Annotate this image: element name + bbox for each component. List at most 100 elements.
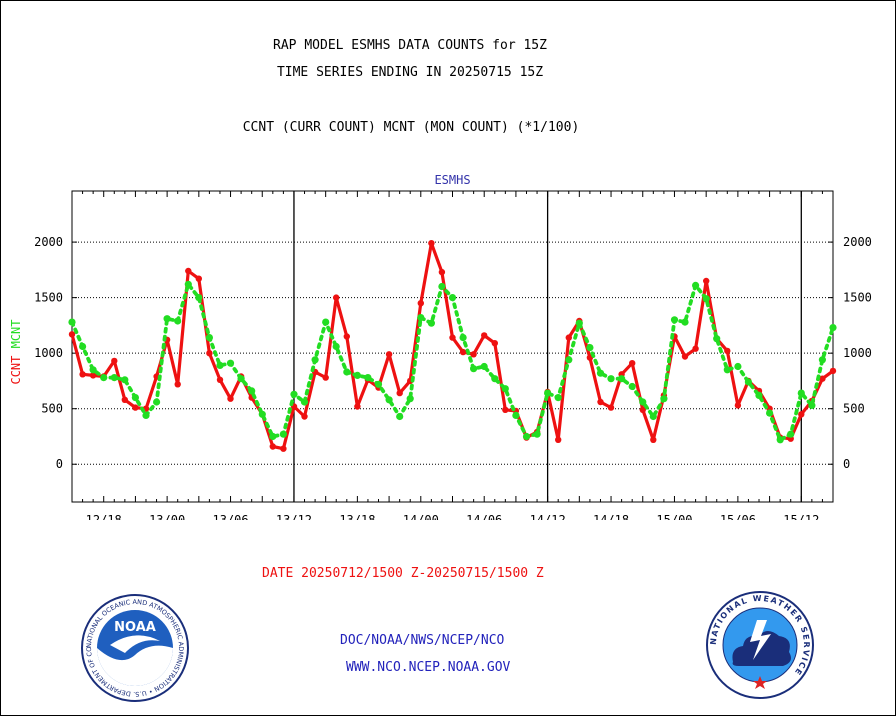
data-point-mcnt: [427, 319, 435, 327]
x-tick-label: 14/18: [593, 513, 629, 520]
data-point-ccnt: [449, 334, 456, 341]
series-line-ccnt: [70, 241, 835, 451]
plot-frame: [71, 190, 834, 503]
panel-title: ESMHS: [434, 173, 470, 187]
data-point-ccnt: [333, 294, 340, 301]
data-point-mcnt: [639, 398, 647, 406]
data-point-mcnt: [205, 334, 213, 342]
data-point-ccnt: [597, 398, 604, 406]
data-point-mcnt: [808, 401, 816, 409]
data-point-ccnt: [227, 395, 234, 402]
data-point-mcnt: [470, 365, 478, 373]
data-point-ccnt: [829, 367, 837, 375]
data-point-ccnt: [681, 353, 689, 360]
data-point-mcnt: [184, 280, 192, 288]
data-point-mcnt: [226, 359, 235, 367]
data-point-ccnt: [639, 406, 646, 413]
data-point-ccnt: [491, 340, 498, 347]
data-point-mcnt: [649, 412, 657, 421]
y-axis-label-space: [9, 348, 23, 355]
data-point-mcnt: [374, 380, 383, 388]
data-point-ccnt: [322, 374, 329, 381]
data-point-ccnt: [703, 277, 710, 285]
data-point-mcnt: [332, 342, 340, 351]
x-tick-label: 15/12: [783, 513, 819, 520]
y-tick-label-right: 1000: [843, 346, 872, 360]
y-axis-label: CCNT MCNT: [9, 319, 23, 384]
data-point-mcnt: [618, 375, 626, 383]
data-point-ccnt: [724, 347, 731, 355]
data-point-mcnt: [660, 395, 668, 403]
data-point-mcnt: [459, 334, 467, 342]
data-point-mcnt: [237, 375, 245, 383]
data-point-mcnt: [448, 294, 457, 302]
data-point-mcnt: [734, 362, 742, 371]
data-point-mcnt: [565, 356, 573, 364]
data-point-mcnt: [681, 318, 689, 326]
data-point-mcnt: [522, 432, 531, 441]
data-point-ccnt: [607, 404, 615, 411]
data-point-mcnt: [586, 344, 594, 352]
doc-path-link[interactable]: DOC/NOAA/NWS/NCEP/NCO: [340, 633, 505, 648]
data-point-mcnt: [121, 376, 129, 384]
data-point-mcnt: [110, 374, 118, 382]
y-tick-label-right: 0: [843, 457, 850, 471]
data-point-mcnt: [163, 315, 171, 323]
data-point-ccnt: [502, 406, 509, 413]
data-point-ccnt: [89, 372, 97, 379]
noaa-logo-text: NOAA: [114, 620, 156, 635]
data-point-ccnt: [385, 351, 393, 358]
data-point-ccnt: [459, 348, 467, 356]
data-point-mcnt: [174, 317, 182, 325]
data-point-ccnt: [819, 375, 826, 382]
data-point-ccnt: [734, 402, 742, 409]
data-point-mcnt: [279, 430, 287, 438]
data-point-ccnt: [216, 376, 224, 383]
data-point-ccnt: [68, 331, 76, 338]
data-point-ccnt: [555, 436, 562, 443]
data-point-mcnt: [628, 382, 636, 391]
data-point-mcnt: [153, 398, 161, 406]
data-point-mcnt: [79, 342, 87, 351]
data-point-mcnt: [554, 394, 562, 402]
data-point-mcnt: [596, 369, 605, 377]
data-point-mcnt: [406, 395, 414, 403]
data-point-mcnt: [353, 371, 361, 379]
data-point-ccnt: [195, 275, 202, 282]
data-point-mcnt: [343, 368, 351, 376]
x-tick-label: 13/12: [276, 513, 312, 520]
x-tick-label: 14/06: [466, 513, 502, 520]
y-tick-label-left: 1000: [34, 346, 63, 360]
data-point-mcnt: [723, 366, 731, 374]
data-point-mcnt: [702, 295, 710, 303]
data-point-mcnt: [68, 318, 76, 326]
data-point-mcnt: [818, 356, 827, 364]
data-point-ccnt: [396, 389, 403, 397]
data-point-ccnt: [79, 371, 86, 378]
website-link[interactable]: WWW.NCO.NCEP.NOAA.GOV: [346, 660, 511, 675]
data-point-ccnt: [280, 445, 287, 452]
data-point-ccnt: [343, 333, 350, 340]
data-point-ccnt: [111, 357, 118, 365]
data-point-ccnt: [185, 267, 192, 275]
data-point-mcnt: [766, 409, 774, 417]
data-point-mcnt: [480, 362, 488, 371]
data-point-mcnt: [290, 390, 298, 398]
y-tick-label-right: 2000: [843, 235, 872, 249]
x-tick-label: 15/06: [720, 513, 756, 520]
x-tick-label: 13/00: [149, 513, 185, 520]
x-tick-label: 15/00: [656, 513, 692, 520]
data-point-mcnt: [248, 387, 256, 395]
x-tick-label: 14/12: [530, 513, 566, 520]
data-point-mcnt: [575, 319, 583, 327]
data-point-mcnt: [216, 361, 224, 369]
y-tick-label-left: 2000: [34, 235, 63, 249]
data-point-ccnt: [481, 332, 488, 339]
data-point-ccnt: [629, 360, 636, 367]
x-tick-label: 12/18: [86, 513, 122, 520]
data-point-ccnt: [354, 403, 361, 410]
data-point-mcnt: [501, 385, 509, 393]
data-point-mcnt: [512, 411, 520, 419]
data-point-ccnt: [428, 240, 435, 247]
data-point-mcnt: [491, 375, 499, 383]
